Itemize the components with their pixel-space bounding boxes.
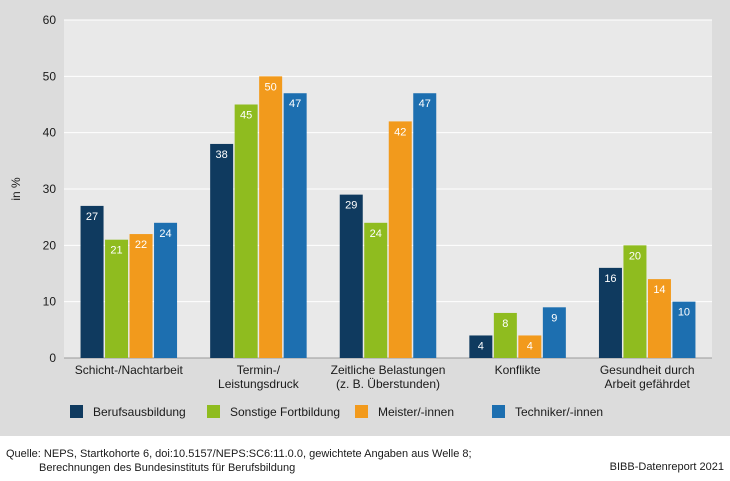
bar-data-label: 27 [86,211,98,223]
bar [129,234,153,358]
bar-data-label: 14 [653,284,665,296]
bar-data-label: 16 [604,273,616,285]
bar-data-label: 47 [289,98,301,110]
bar-data-label: 38 [216,149,228,161]
legend-label: Techniker/-innen [515,405,603,419]
bar [210,143,234,358]
bar-data-label: 45 [240,110,252,122]
bar [234,104,258,358]
y-tick-label: 60 [43,13,57,27]
bar-data-label: 47 [419,98,431,110]
bar [623,245,647,358]
bar-data-label: 22 [135,239,147,251]
source-line-2: Berechnungen des Bundesinstituts für Ber… [39,462,296,474]
bar-data-label: 4 [527,340,533,352]
bar-data-label: 24 [370,228,382,240]
x-category-label: Zeitliche Belastungen [331,363,446,377]
y-tick-label: 20 [43,238,57,252]
bar [364,222,388,358]
bar-data-label: 50 [265,81,277,93]
x-category-label: Arbeit gefährdet [605,377,691,391]
y-tick-label: 10 [43,295,57,309]
bar [518,335,542,358]
y-axis-label: in % [9,177,23,201]
bar-data-label: 29 [345,200,357,212]
x-category-label: Konflikte [495,363,541,377]
y-tick-label: 0 [49,351,56,365]
bar [339,194,363,358]
x-category-label: (z. B. Überstunden) [336,377,440,391]
bar-data-label: 4 [478,340,484,352]
bar [493,312,517,358]
bar [647,279,671,358]
legend-label: Meister/-innen [378,405,454,419]
x-category-label: Termin-/ [237,363,281,377]
bar [598,267,622,358]
legend-label: Sonstige Fortbildung [230,405,340,419]
bar-data-label: 24 [159,228,171,240]
legend-swatch [492,405,505,418]
bar-data-label: 42 [394,126,406,138]
legend-swatch [207,405,220,418]
bar [413,93,437,358]
bar-data-label: 21 [110,245,122,257]
bar [388,121,412,359]
bar-chart: 0 10 20 30 40 50 60 in % 27 21 22 24 Schicht-/Nachta… [9,13,712,419]
bar-data-label: 20 [629,250,641,262]
bar [469,335,493,358]
y-tick-label: 30 [43,182,57,196]
legend-swatch [355,405,368,418]
source-line-1: Quelle: NEPS, Startkohorte 6, doi:10.515… [6,448,472,460]
bar-data-label: 10 [678,307,690,319]
legend-swatch [70,405,83,418]
bar [80,205,104,358]
y-tick-label: 50 [43,69,57,83]
bar-data-label: 8 [502,318,508,330]
bar [283,93,307,358]
legend-label: Berufsausbildung [93,405,186,419]
report-credit: BIBB-Datenreport 2021 [609,461,724,473]
bar [154,222,178,358]
bar-data-label: 9 [551,312,557,324]
bar [259,76,283,358]
bar [105,239,129,358]
source-note: Quelle: NEPS, Startkohorte 6, doi:10.515… [6,447,526,475]
bar [542,307,566,358]
x-category-label: Gesundheit durch [600,363,695,377]
x-category-label: Schicht-/Nachtarbeit [75,363,184,377]
bar [672,301,696,358]
y-tick-label: 40 [43,126,57,140]
x-category-label: Leistungsdruck [218,377,300,391]
